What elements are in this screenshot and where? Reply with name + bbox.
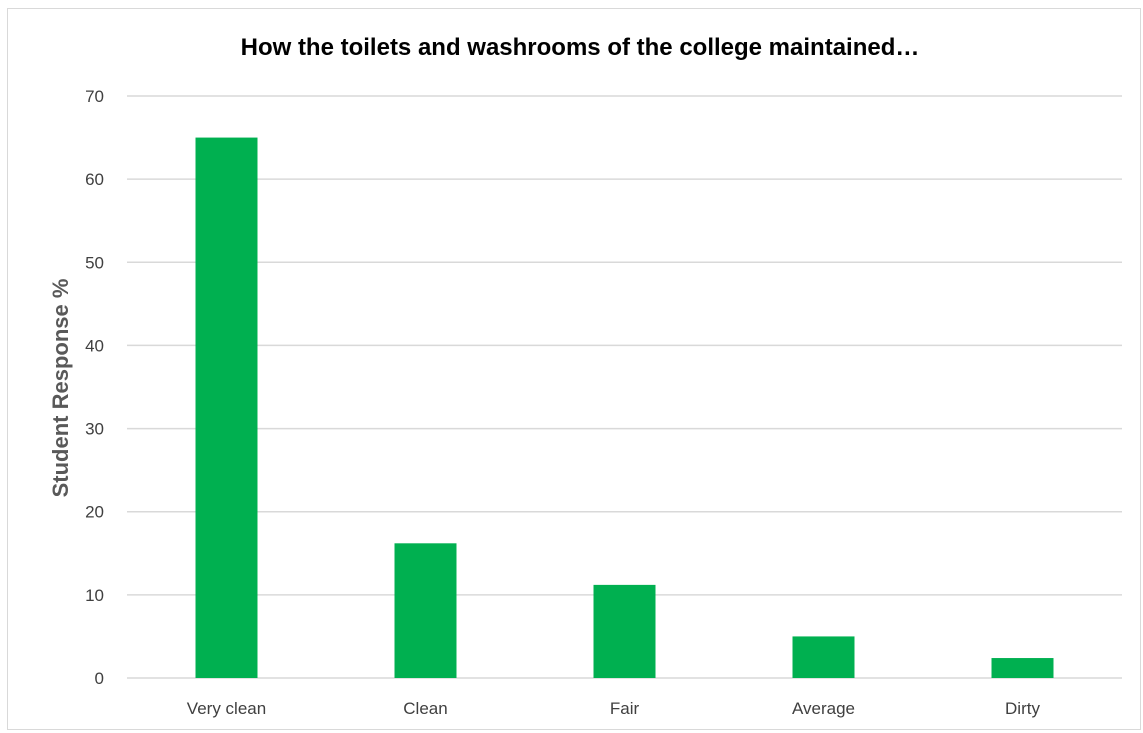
bar <box>792 636 855 678</box>
y-tick-label: 20 <box>85 503 104 522</box>
y-tick-label: 60 <box>85 170 104 189</box>
bars <box>195 137 1054 679</box>
bar <box>195 137 258 679</box>
x-tick-labels: Very clean Clean Fair Average Dirty <box>187 699 1041 718</box>
x-tick-label: Average <box>792 699 855 718</box>
bar <box>991 658 1054 678</box>
y-tick-label: 70 <box>85 87 104 106</box>
x-tick-label: Clean <box>403 699 447 718</box>
bar <box>394 543 457 678</box>
x-tick-label: Fair <box>610 699 640 718</box>
x-tick-label: Dirty <box>1005 699 1040 718</box>
y-tick-labels: 0 10 20 30 40 50 60 70 <box>85 87 104 688</box>
y-tick-label: 30 <box>85 420 104 439</box>
y-tick-label: 0 <box>95 669 104 688</box>
bar <box>593 584 656 678</box>
chart-title: How the toilets and washrooms of the col… <box>241 34 920 61</box>
y-tick-label: 50 <box>85 253 104 272</box>
y-tick-label: 40 <box>85 336 104 355</box>
y-axis-label: Student Response % <box>48 279 73 498</box>
x-tick-label: Very clean <box>187 699 266 718</box>
gridlines <box>127 95 1122 679</box>
y-tick-label: 10 <box>85 586 104 605</box>
